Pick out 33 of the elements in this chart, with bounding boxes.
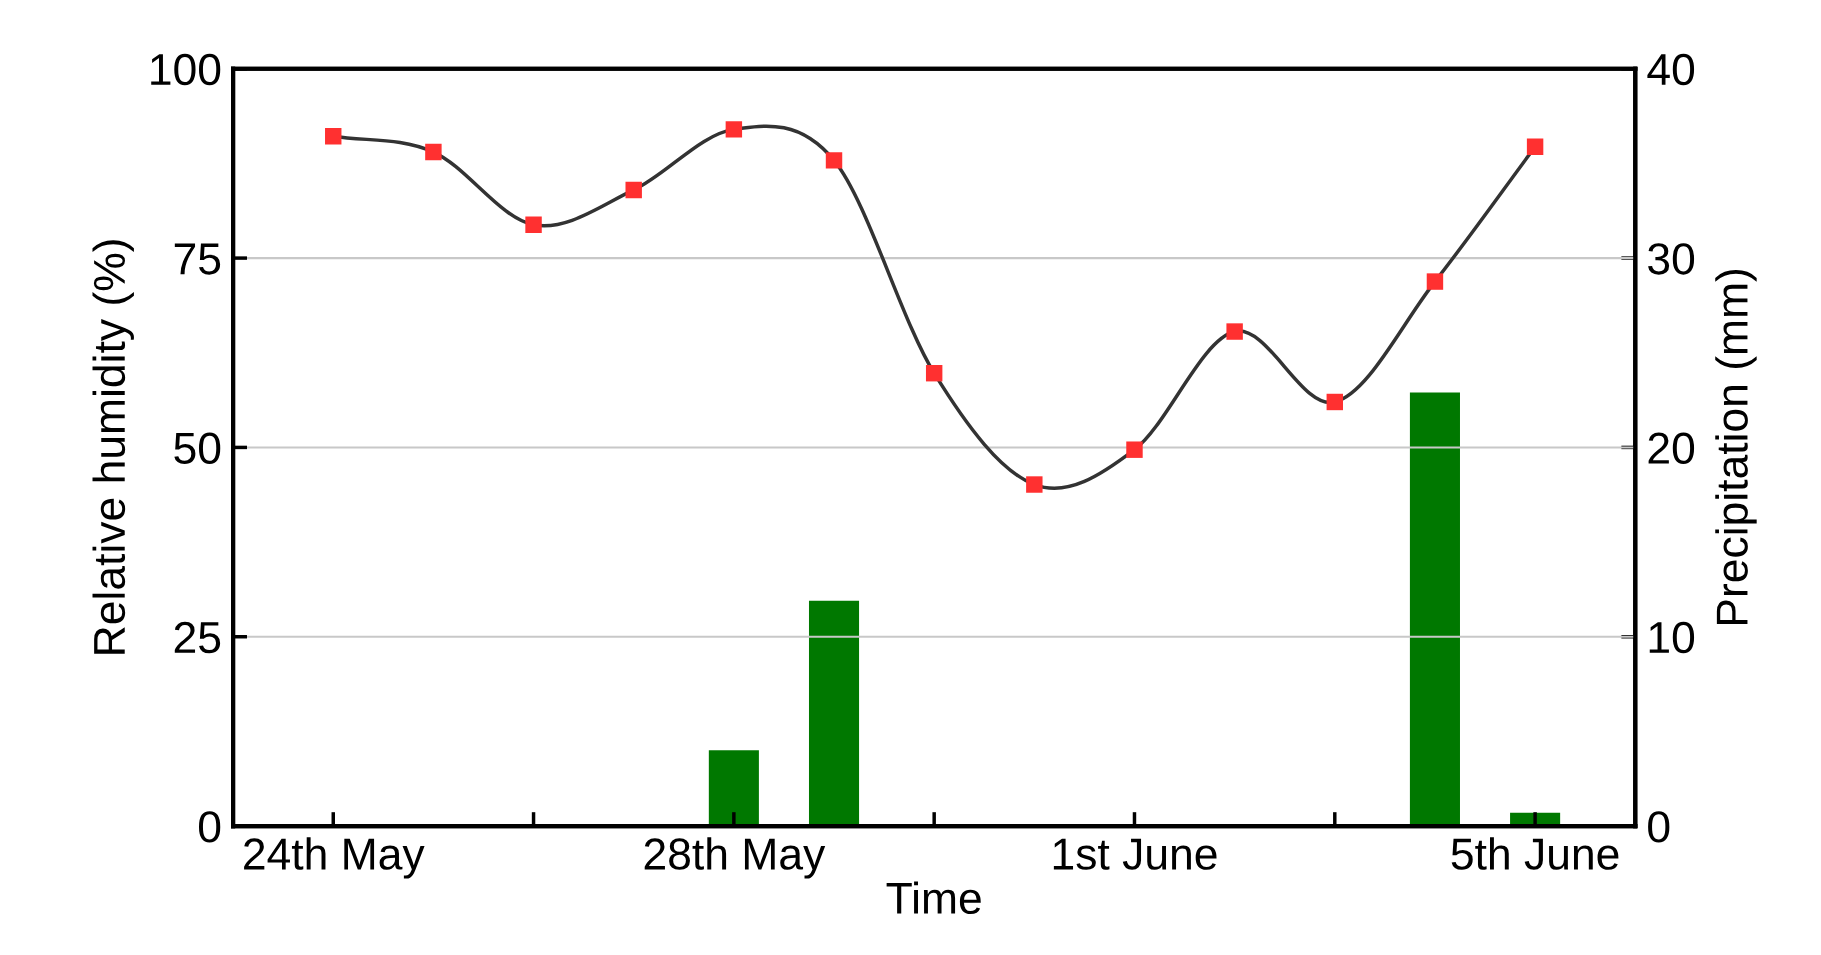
y2-axis-title: Precipitation (mm) [1715, 269, 1757, 625]
x-tick-label: 28th May [644, 837, 826, 879]
point [925, 364, 943, 382]
y2-tick-label: 30 [1648, 243, 1695, 275]
y2-tick-label: 10 [1649, 621, 1695, 654]
y-tick-label: 25 [174, 621, 221, 654]
point [1426, 273, 1444, 290]
point [1526, 138, 1544, 155]
y-tick-label: 100 [151, 53, 221, 86]
bar [808, 600, 860, 827]
point [725, 121, 743, 138]
point [1326, 393, 1344, 411]
bar [1409, 392, 1460, 827]
point [1226, 323, 1243, 340]
y-tick-label: 0 [199, 811, 221, 843]
point [325, 127, 342, 145]
point [625, 181, 642, 199]
point [825, 152, 843, 169]
y-tick-label: 50 [174, 432, 221, 464]
y-tick-label: 75 [174, 243, 221, 275]
x-tick-label: 5th June [1451, 837, 1619, 870]
x-tick-label: 24th May [244, 837, 425, 879]
point [1126, 441, 1143, 458]
x-axis-title: Time [886, 881, 981, 915]
y2-tick-label: 0 [1648, 811, 1670, 843]
y2-tick-label: 20 [1648, 432, 1695, 464]
point [425, 143, 442, 161]
point [525, 216, 542, 233]
point [1026, 476, 1043, 493]
x-tick-label: 1st June [1053, 838, 1217, 870]
y-axis-title: Relative humidity (%) [92, 240, 134, 654]
bar [708, 750, 759, 827]
y2-tick-label: 40 [1647, 53, 1695, 86]
